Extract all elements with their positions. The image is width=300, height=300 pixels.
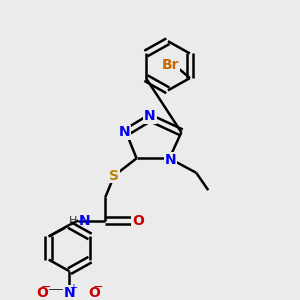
Text: Br: Br: [162, 58, 179, 72]
Text: O: O: [88, 286, 100, 300]
Text: N: N: [78, 214, 90, 228]
Text: S: S: [109, 169, 119, 183]
Text: +: +: [69, 283, 77, 293]
Text: O: O: [132, 214, 144, 228]
Text: −: −: [93, 280, 103, 294]
Text: N: N: [165, 153, 177, 167]
Text: −: −: [41, 280, 51, 294]
Text: O: O: [36, 286, 48, 300]
Text: N: N: [144, 110, 156, 123]
Text: N: N: [64, 286, 75, 300]
Text: N: N: [119, 125, 130, 139]
Text: H: H: [68, 216, 77, 226]
